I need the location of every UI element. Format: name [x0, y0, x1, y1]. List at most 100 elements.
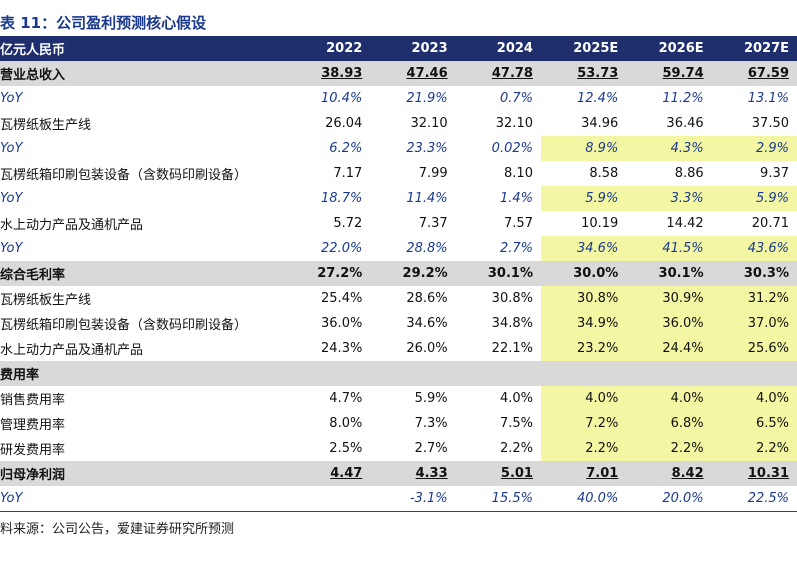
cell: 38.93: [285, 61, 371, 86]
row-label: 归母净利润: [0, 461, 285, 486]
cell-value: 8.42: [671, 466, 704, 481]
cell: [285, 361, 371, 386]
cell-value: 4.0%: [499, 391, 533, 406]
cell-value: 5.72: [333, 216, 363, 231]
cell: 9.37: [712, 161, 797, 186]
row-yoy: YoY 22.0% 28.8% 2.7% 34.6% 41.5% 43.6%: [0, 236, 797, 261]
row-label: 水上动力产品及通机产品: [0, 218, 144, 233]
cell-value: 4.0%: [585, 391, 619, 406]
cell: 26.04: [285, 111, 370, 136]
cell-value: 7.5%: [499, 416, 533, 431]
cell: 14.42: [626, 211, 711, 236]
cell: [285, 486, 371, 512]
cell: 7.37: [370, 211, 455, 236]
cell: 34.96: [541, 111, 626, 136]
cell-value: 22.0%: [321, 241, 363, 256]
cell: 36.0%: [285, 311, 370, 336]
cell-value: 25.6%: [747, 341, 789, 356]
cell-value: 53.73: [577, 66, 619, 81]
row-yoy: YoY 10.4% 21.9% 0.7% 12.4% 11.2% 13.1%: [0, 86, 797, 111]
cell-value: 7.2%: [585, 416, 619, 431]
cell-value: 30.3%: [743, 266, 789, 281]
cell-value: 15.5%: [491, 490, 533, 506]
cell-value: 29.2%: [402, 266, 448, 281]
cell-value: 8.9%: [585, 141, 619, 156]
cell-value: 11.2%: [662, 91, 704, 106]
cell: 7.5%: [456, 411, 541, 436]
cell: 7.3%: [370, 411, 455, 436]
row-label: 销售费用率: [0, 393, 66, 408]
row-item: 瓦楞纸板生产线 25.4% 28.6% 30.8% 30.8% 30.9% 31.2%: [0, 286, 797, 311]
cell-value: 0.02%: [491, 141, 533, 156]
cell-value: 6.2%: [329, 141, 363, 156]
cell: 27.2%: [285, 261, 371, 286]
header-year: 2026E: [626, 36, 712, 61]
cell: 4.0%: [711, 386, 797, 411]
cell-value: 7.01: [586, 466, 619, 481]
cell: 67.59: [711, 61, 797, 86]
cell: 2.2%: [711, 436, 797, 461]
cell: 2.7%: [456, 236, 541, 261]
cell: 22.0%: [285, 236, 370, 261]
cell-value: 38.93: [321, 66, 363, 81]
cell: 2.9%: [711, 136, 797, 161]
row-label: 瓦楞纸板生产线: [0, 293, 92, 308]
cell-value: 4.0%: [670, 391, 704, 406]
cell-value: 34.96: [581, 116, 619, 131]
cell: 7.01: [540, 461, 627, 486]
cell: 11.2%: [626, 86, 711, 111]
row-label: 营业总收入: [0, 61, 285, 86]
row-item: 销售费用率 4.7% 5.9% 4.0% 4.0% 4.0% 4.0%: [0, 386, 797, 411]
cell: 4.0%: [456, 386, 541, 411]
cell: 30.0%: [540, 261, 627, 286]
cell-value: 5.9%: [585, 191, 619, 206]
cell-value: 12.4%: [577, 91, 619, 106]
cell-value: 14.42: [666, 216, 704, 231]
cell-value: 34.6%: [406, 316, 448, 331]
cell: 8.9%: [540, 136, 627, 161]
cell-value: 24.3%: [321, 341, 363, 356]
cell: 12.4%: [541, 86, 626, 111]
header-year: 2024: [455, 36, 541, 61]
cell: 5.01: [455, 461, 541, 486]
cell: 5.72: [285, 211, 370, 236]
cell: 2.2%: [456, 436, 541, 461]
cell: 10.19: [541, 211, 626, 236]
cell-value: 67.59: [747, 66, 789, 81]
cell-value: 37.50: [751, 116, 789, 131]
cell: 23.2%: [540, 336, 627, 361]
cell: 34.8%: [456, 311, 541, 336]
cell-value: 7.99: [418, 166, 448, 181]
cell: 7.17: [285, 161, 370, 186]
cell: 26.0%: [370, 336, 455, 361]
row-label: 瓦楞纸板生产线: [0, 118, 92, 133]
cell: 10.4%: [285, 86, 370, 111]
cell-value: 22.1%: [491, 341, 533, 356]
cell-value: 7.3%: [414, 416, 448, 431]
cell-value: 8.58: [589, 166, 619, 181]
row-label: 研发费用率: [0, 443, 66, 458]
cell-value: 47.78: [491, 66, 533, 81]
cell-value: 3.3%: [670, 191, 704, 206]
header-unit: 亿元人民币: [0, 36, 285, 61]
cell-value: 30.8%: [491, 291, 533, 306]
cell: 30.1%: [455, 261, 541, 286]
cell-value: 5.9%: [414, 391, 448, 406]
cell: 22.1%: [456, 336, 541, 361]
cell-value: 9.37: [760, 166, 789, 181]
row-total: 营业总收入 38.93 47.46 47.78 53.73 59.74 67.59: [0, 61, 797, 86]
cell: [370, 361, 456, 386]
row-label: 瓦楞纸箱印刷包装设备（含数码印刷设备）: [0, 168, 248, 183]
cell: 59.74: [626, 61, 712, 86]
row-yoy: YoY -3.1% 15.5% 40.0% 20.0% 22.5%: [0, 486, 797, 512]
cell: 6.2%: [285, 136, 370, 161]
cell-value: 47.46: [406, 66, 448, 81]
cell: 13.1%: [712, 86, 797, 111]
forecast-table: 亿元人民币 2022 2023 2024 2025E 2026E 2027E 营业总收入 38…: [0, 36, 797, 512]
header-year: 2027E: [711, 36, 797, 61]
cell: 0.02%: [456, 136, 541, 161]
cell-value: 40.0%: [577, 490, 619, 506]
cell-value: 32.10: [495, 116, 533, 131]
header-year: 2025E: [540, 36, 627, 61]
cell: [540, 361, 627, 386]
